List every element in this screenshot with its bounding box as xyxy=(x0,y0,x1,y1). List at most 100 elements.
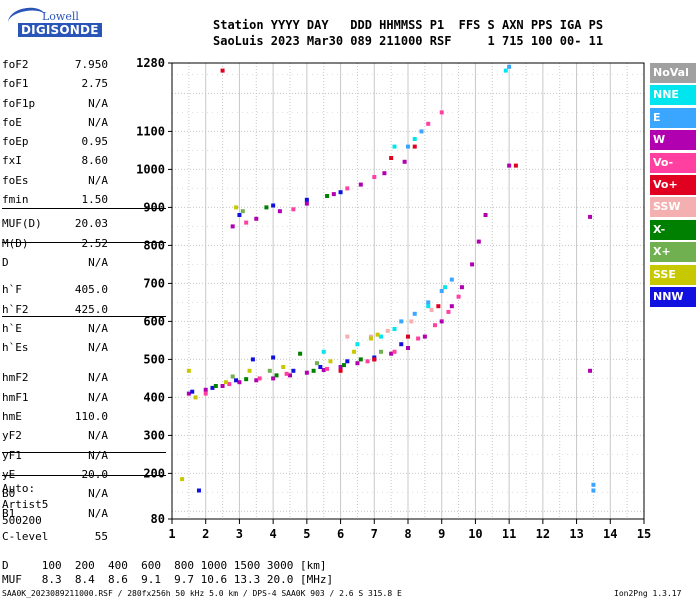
y-tick-label: 900 xyxy=(143,200,165,214)
echo-point xyxy=(422,334,427,339)
auto-label: Auto: xyxy=(2,482,36,495)
echo-point xyxy=(254,378,259,383)
echo-point xyxy=(304,370,309,375)
echo-point xyxy=(250,357,255,362)
param-value: N/A xyxy=(88,321,108,335)
echo-point xyxy=(449,277,454,282)
echo-point xyxy=(230,374,235,379)
param-row: B1 N/A xyxy=(2,505,164,524)
echo-point xyxy=(406,334,410,339)
echo-point xyxy=(223,380,228,385)
param-value: N/A xyxy=(88,429,108,443)
echo-point xyxy=(379,334,384,339)
echo-point xyxy=(483,213,488,217)
y-tick-label: 1100 xyxy=(136,124,165,138)
param-row: foE N/A xyxy=(2,114,164,133)
echo-point xyxy=(321,368,326,373)
param-row: fxI 8.60 xyxy=(2,152,164,171)
param-name: fmin xyxy=(2,193,29,207)
param-value: 20.0 xyxy=(81,467,109,481)
echo-point xyxy=(220,384,225,388)
echo-point xyxy=(385,328,390,333)
echo-point xyxy=(298,351,303,356)
param-name: hmF1 xyxy=(2,390,29,404)
param-value: N/A xyxy=(88,487,108,501)
echo-point xyxy=(399,319,404,324)
echo-point xyxy=(288,373,292,378)
x-tick-label: 3 xyxy=(236,527,243,541)
param-name: D xyxy=(2,255,9,269)
echo-point xyxy=(426,300,431,305)
x-tick-label: 9 xyxy=(438,527,445,541)
echo-point xyxy=(358,182,363,187)
param-row: fmin 1.50 xyxy=(2,191,164,210)
param-separator xyxy=(2,452,166,453)
echo-point xyxy=(227,382,232,387)
param-value: N/A xyxy=(88,96,108,110)
echo-point xyxy=(271,203,276,208)
param-value: 405.0 xyxy=(74,283,108,297)
echo-point xyxy=(213,384,218,388)
echo-point xyxy=(264,205,269,210)
autoscaler-name: Artist5 xyxy=(2,498,49,511)
echo-point xyxy=(372,175,377,179)
param-name: foF1p xyxy=(2,96,36,110)
header-row-2: SaoLuis 2023 Mar30 089 211000 RSF 1 715 … xyxy=(213,34,604,48)
param-value: N/A xyxy=(88,390,108,404)
echo-point xyxy=(284,371,289,376)
echo-point xyxy=(338,190,343,195)
x-tick-label: 13 xyxy=(569,527,583,541)
echo-point xyxy=(429,308,434,312)
param-value: 110.0 xyxy=(74,410,108,424)
logo-digisonde: DIGISONDE xyxy=(18,23,102,37)
param-name: MUF(D) xyxy=(2,217,42,231)
echo-point xyxy=(372,357,377,362)
y-tick-label: 1280 xyxy=(136,56,165,70)
echo-point xyxy=(402,159,407,164)
param-name: h`Es xyxy=(2,341,29,355)
param-row: hmF2 N/A xyxy=(2,369,164,388)
echo-point xyxy=(432,323,437,328)
param-name: B0 xyxy=(2,487,16,501)
x-tick-label: 10 xyxy=(468,527,482,541)
echo-point xyxy=(591,488,596,493)
y-tick-label: 80 xyxy=(151,512,165,526)
muf-row: MUF 8.3 8.4 8.6 9.1 9.7 10.6 13.3 20.0 [… xyxy=(2,573,334,586)
param-separator xyxy=(2,475,166,476)
echo-point xyxy=(352,349,357,354)
echo-point xyxy=(220,68,225,73)
echo-point xyxy=(203,391,208,396)
distance-row: D 100 200 400 600 800 1000 1500 3000 [km… xyxy=(2,559,327,572)
param-row: yF1 N/A xyxy=(2,447,164,466)
echo-point xyxy=(436,304,441,309)
param-row: foEs N/A xyxy=(2,172,164,191)
echo-point xyxy=(412,311,417,316)
echo-point xyxy=(271,355,276,360)
echo-point xyxy=(439,289,444,293)
param-name: yF2 xyxy=(2,429,22,443)
param-value: N/A xyxy=(88,115,108,129)
param-value: 0.95 xyxy=(81,135,109,149)
param-name: h`F2 xyxy=(2,302,29,316)
param-name: foF1 xyxy=(2,77,29,91)
echo-point xyxy=(311,368,316,373)
param-value: 7.950 xyxy=(74,58,108,71)
echo-point xyxy=(304,197,309,202)
echo-point xyxy=(439,110,444,115)
echo-point xyxy=(409,319,414,324)
logo-lowell: Lowell xyxy=(42,10,79,23)
param-name: hmE xyxy=(2,410,22,424)
version-label: Ion2Png 1.3.17 xyxy=(614,589,682,598)
param-row: C-level 55 xyxy=(2,528,164,547)
param-value: N/A xyxy=(88,173,108,187)
echo-point xyxy=(240,209,245,214)
param-row: h`E N/A xyxy=(2,320,164,339)
param-value: 425.0 xyxy=(74,302,108,316)
param-value: 55 xyxy=(94,529,108,543)
x-tick-label: 6 xyxy=(337,527,344,541)
param-row: M(D) 2.52 xyxy=(2,235,164,254)
echo-point xyxy=(304,201,309,206)
param-value: N/A xyxy=(88,341,108,355)
echo-point xyxy=(203,387,208,392)
param-row: foF1p N/A xyxy=(2,95,164,114)
